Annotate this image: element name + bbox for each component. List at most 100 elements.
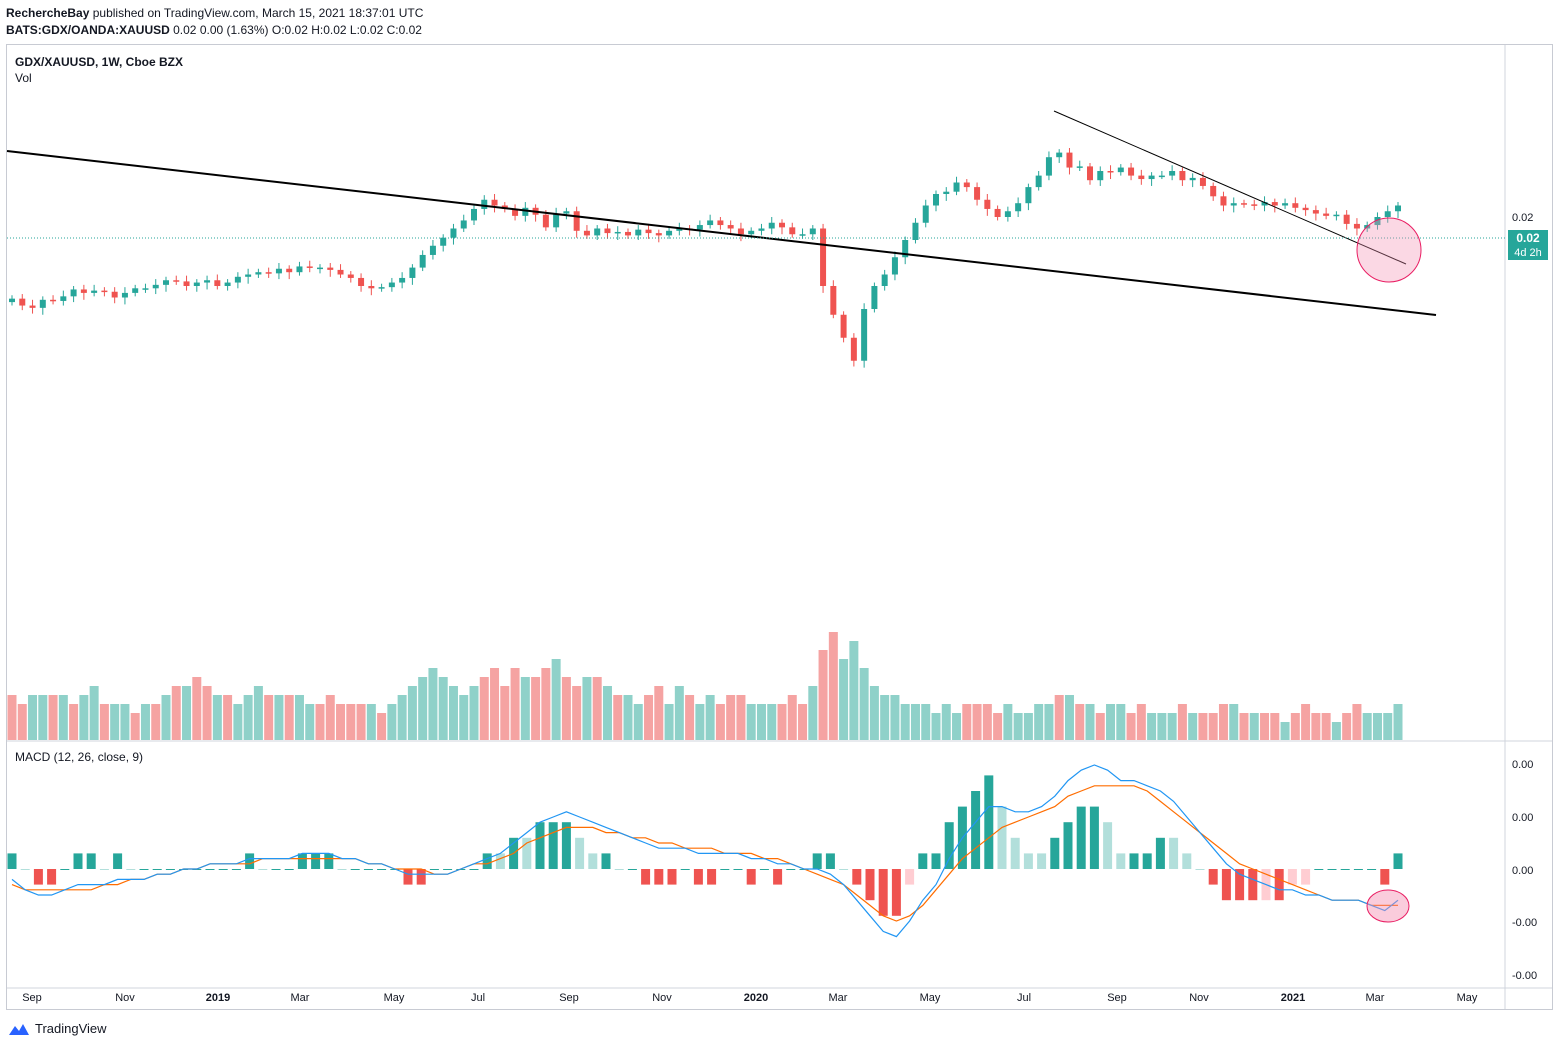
volume-bar	[69, 704, 79, 740]
macd-histogram-bar	[443, 869, 453, 870]
candle-body	[1004, 211, 1011, 217]
macd-histogram-bar	[60, 869, 70, 870]
macd-histogram-bar	[20, 869, 30, 870]
volume-bar	[500, 686, 510, 740]
candle-body	[337, 269, 344, 275]
macd-histogram-bar	[984, 775, 994, 869]
candle-body	[820, 228, 827, 286]
volume-bar	[38, 695, 48, 740]
macd-histogram-bar	[377, 869, 387, 870]
candle-body	[953, 182, 960, 192]
volume-bar	[787, 695, 797, 740]
candle-body	[789, 227, 796, 235]
macd-histogram-bar	[1182, 853, 1192, 869]
volume-bar	[705, 695, 715, 740]
candle-body	[1384, 211, 1391, 217]
candle-body	[1107, 171, 1114, 173]
volume-bar	[818, 650, 828, 740]
macd-histogram-bar	[905, 869, 915, 885]
volume-bar	[531, 677, 541, 740]
candle-body	[152, 284, 159, 289]
volume-bar	[685, 695, 695, 740]
time-tick: Sep	[1107, 992, 1127, 1004]
macd-histogram-bar	[47, 869, 57, 885]
candle-body	[850, 337, 857, 361]
candle-body	[881, 274, 888, 286]
volume-bar	[746, 704, 756, 740]
volume-bar	[982, 704, 992, 740]
candle-body	[1189, 177, 1196, 181]
candle-body	[1066, 152, 1073, 168]
candle-body	[265, 272, 272, 274]
candle-body	[491, 199, 498, 206]
macd-histogram-bar	[152, 869, 162, 870]
volume-bar	[1198, 713, 1208, 740]
volume-bar	[48, 695, 58, 740]
volume-bar	[182, 686, 192, 740]
volume-bar	[931, 713, 941, 740]
publisher-line: RechercheBay published on TradingView.co…	[6, 6, 423, 20]
volume-bar	[202, 686, 212, 740]
tradingview-logo-icon	[8, 1022, 30, 1036]
candle-body	[9, 298, 15, 303]
volume-bar	[223, 695, 233, 740]
volume-bar	[941, 704, 951, 740]
volume-bar	[828, 632, 838, 740]
macd-histogram-bar	[113, 853, 123, 869]
candle-body	[460, 220, 467, 229]
candle-body	[163, 280, 169, 285]
volume-legend: Vol	[15, 71, 32, 85]
candle-body	[871, 286, 878, 309]
volume-bar	[490, 668, 500, 740]
volume-bar	[1054, 695, 1064, 740]
candle-body	[378, 287, 385, 289]
candle-body	[1230, 203, 1237, 206]
volume-bar	[459, 695, 469, 740]
last-price: 0.02	[1516, 231, 1540, 245]
macd-tick: -0.00	[1512, 917, 1537, 929]
candle-body	[666, 230, 673, 236]
footer-brand[interactable]: TradingView	[35, 1021, 107, 1036]
candle-body	[1199, 177, 1206, 186]
candle-body	[450, 228, 457, 238]
footer: TradingView	[8, 1021, 107, 1036]
macd-histogram-bar	[1142, 853, 1152, 869]
candle-body	[1138, 175, 1145, 180]
candle-body	[60, 296, 67, 301]
candle-body	[1128, 167, 1135, 176]
macd-histogram-bar	[258, 869, 268, 870]
volume-bar	[243, 695, 253, 740]
author-name[interactable]: RechercheBay	[6, 6, 90, 20]
time-tick: Jul	[471, 992, 485, 1004]
volume-bar	[17, 704, 27, 740]
candle-body	[645, 229, 652, 234]
macd-histogram-bar	[245, 853, 255, 869]
candle-body	[70, 289, 77, 297]
candle-body	[19, 298, 26, 306]
volume-bar	[140, 704, 150, 740]
volume-bar	[715, 704, 725, 740]
macd-histogram-bar	[852, 869, 862, 885]
time-tick: Sep	[22, 992, 42, 1004]
volume-bar	[233, 704, 243, 740]
volume-bar	[1157, 713, 1167, 740]
volume-bar	[767, 704, 777, 740]
candle-body	[1056, 152, 1063, 158]
macd-histogram-bar	[1195, 869, 1205, 870]
volume-bar	[1023, 713, 1033, 740]
macd-histogram-bar	[1050, 837, 1060, 869]
macd-tick: 0.00	[1512, 865, 1533, 877]
volume-bar	[1095, 713, 1105, 740]
highlight-circle-main	[1356, 217, 1422, 283]
volume-bar	[859, 668, 869, 740]
macd-histogram-bar	[416, 869, 426, 885]
macd-histogram-bar	[1037, 853, 1047, 869]
macd-histogram-bar	[1235, 869, 1245, 901]
volume-bar	[1249, 713, 1259, 740]
time-tick: May	[920, 992, 941, 1004]
volume-bar	[366, 704, 376, 740]
macd-histogram-bar	[931, 853, 941, 869]
volume-bar	[428, 668, 438, 740]
volume-bar	[264, 695, 274, 740]
